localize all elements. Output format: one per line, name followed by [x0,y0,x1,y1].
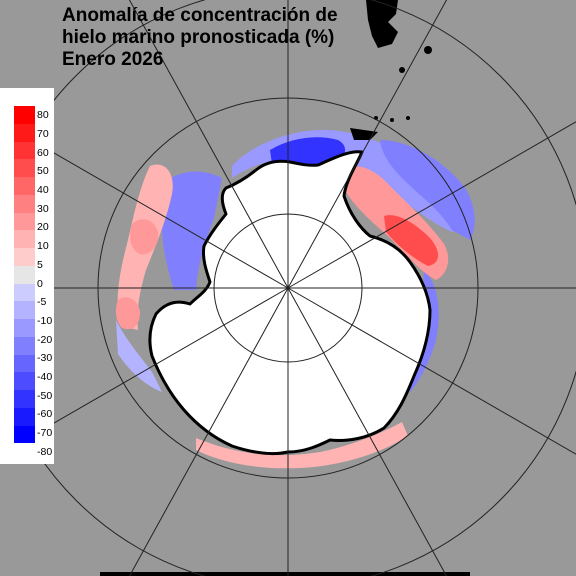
legend-label: -30 [37,352,53,365]
legend-swatch [14,230,35,248]
island-5 [406,116,410,120]
legend-label: -50 [37,389,53,402]
legend-swatch [14,141,35,160]
legend-swatch [14,301,35,319]
legend-swatch [14,407,35,426]
south-america-tip [366,0,398,48]
color-legend: 80 70 60 50 40 30 20 10 5 0 -5 -10 -20 -30 -40 -50 -60 -7… [0,88,54,464]
legend-swatch [14,106,35,124]
legend-swatch [14,159,35,177]
positive-anomaly-patch-southwest-core [115,297,140,330]
legend-swatch [14,425,35,444]
meridian-210 [128,287,289,576]
legend-label: -20 [37,333,53,346]
meridian-30 [287,0,448,289]
negative-anomaly-patch-west [161,171,222,290]
legend-label: -70 [37,426,53,439]
title-line-2: hielo marino pronosticada (%) [62,27,335,48]
meridian-330 [128,0,289,289]
legend-label: -80 [37,445,53,458]
legend-label: -10 [37,314,53,327]
legend-label: -60 [37,408,53,421]
legend-label: -40 [37,370,53,383]
legend-swatch [14,194,35,213]
title-line-3: Enero 2026 [62,49,164,70]
meridian-60 [287,121,576,289]
legend-swatch [14,390,35,408]
legend-label: 10 [37,240,49,253]
negative-anomaly-patch-east [380,140,475,240]
legend-swatch [14,212,35,231]
legend-swatch [14,123,35,142]
legend-swatches [14,106,35,461]
antarctica-land [148,150,432,456]
legend-label: 0 [37,277,43,290]
legend-label: 5 [37,258,43,271]
legend-swatch [14,248,35,266]
negative-anomaly-patch-southwest [116,320,162,392]
legend-swatch [14,319,35,337]
island-4 [390,118,394,122]
map-title: Anomalía de concentración de hielo marin… [62,5,338,71]
legend-swatch [14,265,35,284]
bottom-coastline [100,572,470,576]
title-line-1: Anomalía de concentración de [62,5,338,26]
legend-label: 30 [37,202,49,215]
meridian-120 [287,287,576,455]
legend-label: 50 [37,165,49,178]
meridian-150 [287,287,448,576]
positive-anomaly-patch-east-core [384,215,439,266]
positive-anomaly-patches [115,164,449,469]
legend-swatch [14,177,35,195]
legend-swatch [14,283,35,302]
legend-swatch [14,336,35,355]
legend-label: 80 [37,109,49,122]
positive-anomaly-patch-west-core [130,219,159,255]
legend-label: 20 [37,221,49,234]
legend-label: 70 [37,128,49,141]
legend-swatch [14,372,35,390]
legend-swatch [14,354,35,373]
legend-label: 60 [37,146,49,159]
island-1 [424,46,432,54]
legend-label: -5 [37,296,47,309]
legend-label: 40 [37,184,49,197]
legend-labels: 80 70 60 50 40 30 20 10 5 0 -5 -10 -20 -30 -40 -50 -60 -7… [37,88,54,464]
island-2 [399,67,405,73]
positive-anomaly-patch-south [196,422,408,469]
